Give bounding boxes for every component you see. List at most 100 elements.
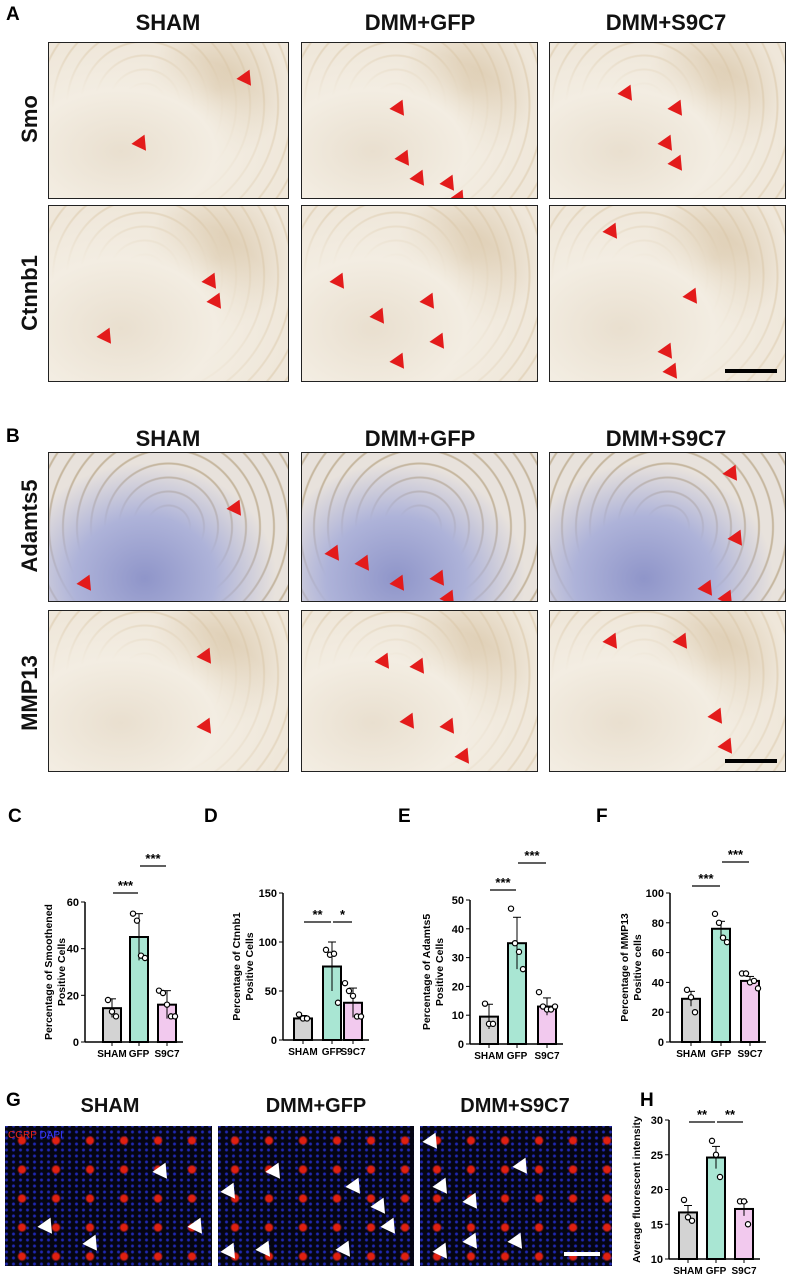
micrograph-ihc (549, 42, 786, 199)
y-tick-label: 0 (458, 1039, 464, 1051)
x-tick-label: GFP (706, 1266, 727, 1277)
x-tick-label: GFP (129, 1049, 150, 1060)
x-tick-label: GFP (507, 1051, 528, 1062)
y-axis-label: Percentage of SmoothenedPositive Cells (43, 904, 68, 1040)
data-point (519, 965, 527, 973)
micrograph-ihc (301, 610, 538, 772)
data-point (159, 989, 167, 997)
significance-label: *** (524, 848, 540, 863)
x-tick-label: S9C7 (737, 1049, 762, 1060)
micrograph-ihc (549, 205, 786, 382)
dapi-label: DAPI (39, 1130, 63, 1141)
bar-gfp (711, 927, 731, 1044)
y-tick-label: 100 (259, 937, 277, 949)
y-axis-label-line: Percentage of Adamts5 (421, 914, 433, 1030)
data-point (719, 934, 727, 941)
significance-label: *** (698, 871, 714, 886)
y-tick-label: 0 (658, 1037, 664, 1049)
panel-label-g: G (6, 1090, 21, 1111)
panel-label-c: C (8, 806, 22, 827)
micrograph-fluorescence (420, 1126, 612, 1266)
y-axis-label: Percentage of Adamts5Positive Cells (421, 914, 446, 1030)
micrograph-ihc (301, 205, 538, 382)
chart-F: 0 20 40 60 80 100 Percentage of MMP13Positive … (619, 847, 766, 1060)
x-tick-label: S9C7 (340, 1047, 365, 1058)
significance-label: *** (145, 851, 161, 866)
chart-E: 0 10 20 30 40 50 Percentage of Adamts5Positive… (421, 848, 563, 1062)
micrograph-ihc (301, 452, 538, 602)
y-axis-label-line: Positive Cells (434, 938, 446, 1006)
x-tick-label: S9C7 (534, 1051, 559, 1062)
x-tick-label: SHAM (97, 1049, 126, 1060)
panel-label-e: E (398, 806, 411, 827)
panel-label-h: H (640, 1090, 654, 1111)
y-tick-label: 40 (452, 924, 464, 936)
micrograph-ihc (301, 42, 538, 199)
scale-bar (564, 1252, 600, 1256)
data-point (349, 992, 357, 1000)
data-point (744, 1221, 752, 1228)
micrograph-fluorescence (218, 1126, 414, 1266)
bar-sham (293, 1017, 313, 1042)
data-point (687, 994, 695, 1001)
data-point (683, 986, 691, 994)
data-point (481, 1000, 489, 1007)
y-tick-label: 20 (452, 981, 464, 993)
y-tick-label: 30 (452, 953, 464, 965)
data-point (723, 938, 731, 946)
y-tick-label: 20 (67, 990, 79, 1002)
micrograph-ihc (549, 452, 786, 602)
significance-label: ** (697, 1107, 708, 1122)
y-axis-label-line: Positive Cells (244, 932, 256, 1000)
y-tick-label: 60 (652, 948, 664, 960)
panel-label-d: D (204, 806, 218, 827)
data-point (322, 946, 330, 954)
x-tick-label: GFP (711, 1049, 732, 1060)
y-tick-label: 50 (452, 895, 464, 907)
y-tick-label: 10 (452, 1010, 464, 1022)
significance-label: *** (495, 875, 511, 890)
data-point (716, 1173, 724, 1181)
stain-legend: CGRP DAPI (8, 1130, 63, 1141)
data-point (489, 1020, 497, 1028)
data-point (141, 954, 149, 962)
data-point (112, 1013, 120, 1020)
column-header-dmm-gfp: DMM+GFP (364, 10, 476, 35)
micrograph-ihc (48, 452, 289, 602)
y-tick-label: 40 (67, 944, 79, 956)
y-tick-label: 10 (651, 1254, 663, 1266)
data-point (303, 1015, 311, 1022)
cgrp-label: CGRP (8, 1130, 37, 1141)
data-point (515, 948, 523, 956)
data-point (715, 919, 723, 927)
column-header-sham: SHAM (135, 426, 201, 451)
y-tick-label: 80 (652, 918, 664, 930)
y-tick-label: 25 (651, 1150, 663, 1162)
y-tick-label: 40 (652, 977, 664, 989)
panel-label-a: A (6, 4, 20, 25)
micrograph-ihc (549, 610, 786, 772)
data-point (507, 905, 515, 912)
data-point (345, 987, 353, 995)
y-tick-label: 30 (651, 1115, 663, 1127)
data-point (691, 1009, 699, 1016)
data-point (171, 1013, 179, 1020)
y-tick-label: 60 (67, 897, 79, 909)
chart-H: 10 15 20 25 30 Average fluorescent intensity S… (631, 1107, 760, 1277)
data-point (133, 917, 141, 924)
significance-label: ** (312, 907, 323, 922)
data-point (684, 1214, 692, 1221)
micrograph-ihc (48, 205, 289, 382)
data-point (334, 999, 342, 1006)
data-point (163, 1001, 171, 1008)
panel-label-f: F (596, 806, 608, 827)
data-point (295, 1011, 303, 1018)
micrograph-ihc (48, 42, 289, 199)
scale-bar (725, 369, 777, 373)
x-tick-label: S9C7 (154, 1049, 179, 1060)
panel-label-b: B (6, 426, 20, 447)
y-tick-label: 20 (652, 1007, 664, 1019)
column-header-dmm-gfp: DMM+GFP (364, 426, 476, 451)
